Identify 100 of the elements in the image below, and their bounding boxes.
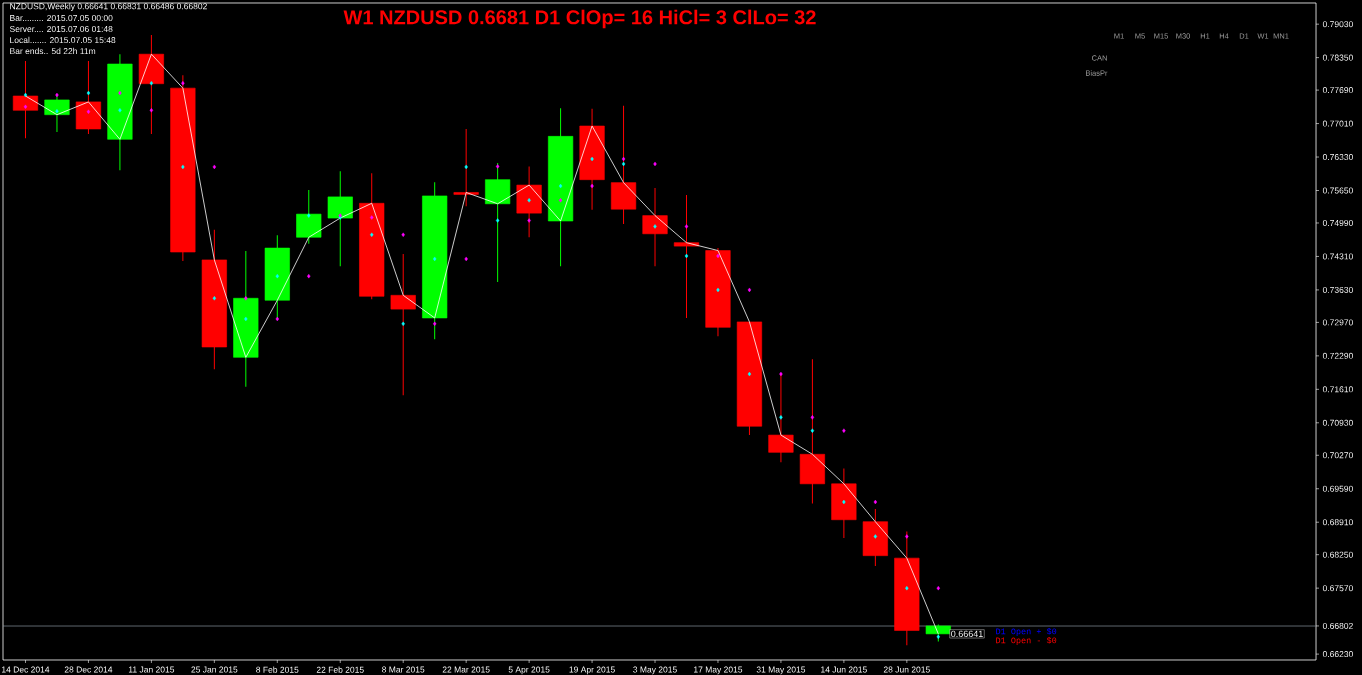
y-tick-label: 0.66802 <box>1322 622 1353 629</box>
point <box>307 213 311 218</box>
x-tick-label: 8 Feb 2015 <box>256 666 299 673</box>
annotation: Server.... 2015.07.06 01:48 <box>9 25 113 32</box>
point <box>432 256 437 262</box>
point <box>401 321 405 327</box>
x-tick-label: 11 Jan 2015 <box>128 666 175 673</box>
point <box>401 232 405 237</box>
point <box>842 499 846 505</box>
x-tick-label: 19 Apr 2015 <box>569 666 615 675</box>
y-tick-label: 0.72290 <box>1322 352 1353 359</box>
point <box>495 164 500 169</box>
y-tick-label: 0.77690 <box>1322 87 1353 94</box>
annotation: Bar ends.. 5d 22h 11m <box>10 47 96 55</box>
point <box>23 104 28 110</box>
candlestick <box>390 253 416 396</box>
point <box>810 415 815 420</box>
point <box>873 499 878 505</box>
x-tick-label: 5 Apr 2015 <box>508 666 550 675</box>
y-tick-label: 0.76330 <box>1322 154 1353 161</box>
point <box>181 164 185 170</box>
y-tick-label: 0.79030 <box>1322 21 1353 28</box>
point <box>558 183 563 189</box>
y-tick-label: 0.68910 <box>1322 519 1353 526</box>
point <box>464 256 468 262</box>
point <box>590 156 594 162</box>
point <box>747 287 752 293</box>
point <box>370 232 374 237</box>
point <box>779 415 783 420</box>
point <box>212 164 217 170</box>
point <box>747 371 752 377</box>
candlestick <box>453 128 479 207</box>
point <box>495 218 500 223</box>
x-tick-label: 14 Jun 2015 <box>821 666 867 673</box>
point <box>527 198 531 203</box>
point <box>716 253 720 259</box>
point <box>653 161 657 167</box>
point <box>275 316 279 322</box>
point <box>621 156 626 162</box>
point <box>590 183 594 189</box>
point <box>684 253 689 259</box>
annotation: 0.66641 <box>951 630 983 638</box>
point <box>684 224 689 229</box>
candlestick <box>12 60 39 139</box>
point <box>149 81 154 86</box>
y-tick-label: 0.77010 <box>1322 120 1353 127</box>
y-tick-label: 0.69590 <box>1322 485 1353 492</box>
point <box>244 316 248 322</box>
y-tick-label: 0.74310 <box>1322 253 1353 260</box>
point <box>275 273 279 279</box>
x-tick-label: 14 Dec 2014 <box>2 666 50 673</box>
point <box>936 634 941 640</box>
point <box>212 296 217 301</box>
y-tick-label: 0.70930 <box>1322 419 1353 426</box>
point <box>86 90 91 96</box>
y-tick-label: 0.75650 <box>1322 187 1353 194</box>
point <box>23 92 28 98</box>
y-tick-label: 0.70270 <box>1322 452 1353 459</box>
annotation: D1 Open - $0 <box>996 637 1057 645</box>
y-tick-label: 0.66230 <box>1322 651 1353 658</box>
point <box>621 161 626 167</box>
annotation: Bar......... 2015.07.05 00:00 <box>10 14 113 21</box>
point <box>464 164 468 170</box>
point <box>149 108 154 113</box>
point <box>716 287 720 293</box>
point <box>905 585 909 591</box>
candlestick <box>673 194 700 319</box>
x-tick-label: 28 Jun 2015 <box>883 666 930 673</box>
point <box>558 198 563 203</box>
annotation: D1 Open + $0 <box>996 628 1057 636</box>
point <box>55 92 59 98</box>
y-tick-label: 0.72970 <box>1322 319 1353 326</box>
y-tick-label: 0.71610 <box>1322 386 1353 393</box>
y-tick-label: 0.67570 <box>1322 585 1353 592</box>
point <box>118 90 122 96</box>
y-tick-label: 0.68250 <box>1322 551 1353 558</box>
point <box>244 296 248 301</box>
annotation: Local....... 2015.07.05 15:48 <box>10 36 116 44</box>
point <box>86 109 91 114</box>
annotation: NZDUSD,Weekly 0.66641 0.66831 0.66486 0.66802 <box>10 3 207 11</box>
x-tick-label: 25 Jan 2015 <box>191 666 238 673</box>
x-tick-label: 22 Feb 2015 <box>316 666 364 673</box>
x-tick-label: 31 May 2015 <box>756 666 806 675</box>
point <box>842 428 846 433</box>
point <box>905 534 909 539</box>
x-tick-label: 28 Dec 2014 <box>64 666 113 673</box>
point <box>181 81 185 86</box>
x-tick-label: 22 Mar 2015 <box>442 666 490 673</box>
x-tick-label: 3 May 2015 <box>633 666 677 675</box>
point <box>653 224 657 229</box>
y-tick-label: 0.74990 <box>1322 219 1353 226</box>
point <box>527 218 531 223</box>
point <box>873 534 878 539</box>
point <box>118 108 122 113</box>
point <box>55 109 59 114</box>
point <box>936 585 941 591</box>
x-tick-label: 17 May 2015 <box>694 666 743 675</box>
y-tick-label: 0.78350 <box>1322 54 1353 61</box>
point <box>810 428 815 433</box>
point <box>432 321 437 327</box>
